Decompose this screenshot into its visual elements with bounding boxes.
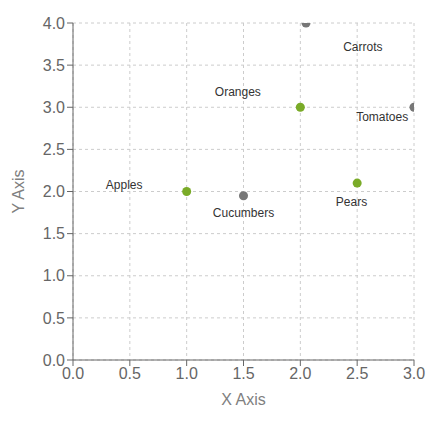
svg-text:2.0: 2.0 [43,183,65,200]
svg-text:2.5: 2.5 [346,365,368,382]
svg-text:1.5: 1.5 [232,365,254,382]
svg-text:Apples: Apples [106,178,143,192]
svg-text:Y Axis: Y Axis [10,169,27,213]
svg-text:3.5: 3.5 [43,57,65,74]
svg-text:Carrots: Carrots [343,40,382,54]
svg-text:1.5: 1.5 [43,225,65,242]
svg-text:1.0: 1.0 [43,267,65,284]
svg-text:2.5: 2.5 [43,141,65,158]
svg-text:4.0: 4.0 [43,15,65,32]
svg-text:0.0: 0.0 [43,352,65,369]
svg-text:3.0: 3.0 [403,365,425,382]
svg-text:Tomatoes: Tomatoes [356,110,408,124]
svg-text:0.0: 0.0 [62,365,84,382]
svg-text:1.0: 1.0 [176,365,198,382]
svg-text:3.0: 3.0 [43,99,65,116]
svg-text:X Axis: X Axis [221,391,265,408]
svg-text:2.0: 2.0 [289,365,311,382]
svg-text:Oranges: Oranges [215,85,261,99]
svg-text:0.5: 0.5 [43,310,65,327]
svg-text:0.5: 0.5 [119,365,141,382]
svg-text:Pears: Pears [336,195,367,209]
svg-text:Cucumbers: Cucumbers [213,206,274,220]
